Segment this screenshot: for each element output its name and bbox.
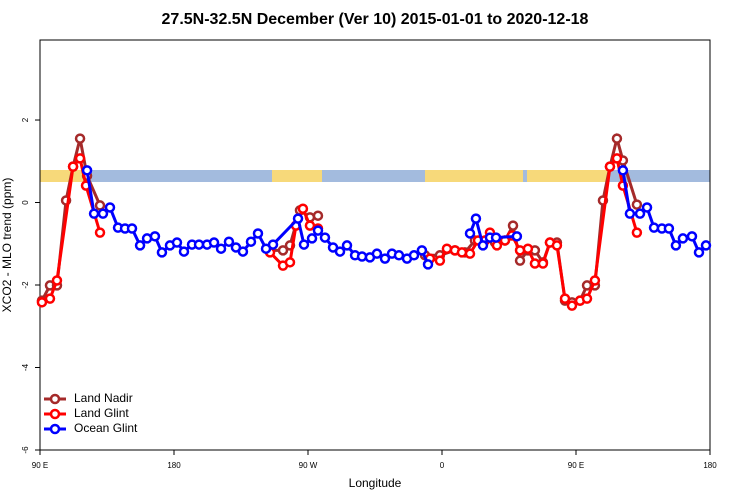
data-point xyxy=(611,133,623,144)
map-strip xyxy=(40,170,710,182)
data-point xyxy=(297,203,309,214)
y-tick-label: -6 xyxy=(21,446,30,454)
data-point xyxy=(617,165,629,176)
x-tick-label: 90 E xyxy=(32,461,48,470)
data-point xyxy=(334,246,346,257)
data-point xyxy=(215,243,227,254)
data-point xyxy=(312,225,324,236)
data-point xyxy=(693,247,705,258)
data-point xyxy=(416,245,428,256)
data-point xyxy=(88,208,100,219)
data-point xyxy=(408,250,420,261)
x-tick-label: 180 xyxy=(167,461,181,470)
data-point xyxy=(522,243,534,254)
data-point xyxy=(686,231,698,242)
chart-title: 27.5N-32.5N December (Ver 10) 2015-01-01… xyxy=(162,11,589,28)
legend-label: Land Nadir xyxy=(74,391,133,405)
data-point xyxy=(464,248,476,259)
data-point xyxy=(306,233,318,244)
data-point xyxy=(267,239,279,250)
data-point xyxy=(490,232,502,243)
y-axis-label: XCO2 - MLO trend (ppm) xyxy=(0,178,14,313)
data-point xyxy=(514,255,526,266)
data-point xyxy=(156,247,168,258)
data-point xyxy=(292,213,304,224)
data-point xyxy=(670,240,682,251)
data-point xyxy=(126,223,138,234)
legend-marker xyxy=(49,408,61,420)
data-point xyxy=(611,153,623,164)
data-point xyxy=(559,293,571,304)
data-point xyxy=(470,213,482,224)
data-point xyxy=(237,246,249,257)
y-tick-label: -2 xyxy=(21,281,30,289)
x-axis-label: Longitude xyxy=(349,476,402,490)
data-point xyxy=(94,200,106,211)
data-point xyxy=(700,240,712,251)
x-tick-label: 180 xyxy=(703,461,717,470)
data-point xyxy=(74,153,86,164)
legend-marker xyxy=(49,393,61,405)
data-point xyxy=(252,228,264,239)
data-point xyxy=(393,250,405,261)
data-point xyxy=(298,239,310,250)
data-point xyxy=(634,208,646,219)
data-point xyxy=(74,133,86,144)
data-point xyxy=(51,275,63,286)
data-point xyxy=(641,202,653,213)
series-line xyxy=(40,132,639,304)
data-point xyxy=(319,232,331,243)
data-point xyxy=(341,240,353,251)
data-point xyxy=(422,259,434,270)
data-point xyxy=(677,233,689,244)
data-point xyxy=(104,202,116,213)
data-point xyxy=(277,245,289,256)
data-point xyxy=(81,165,93,176)
data-point xyxy=(178,246,190,257)
data-point xyxy=(456,247,468,258)
data-point xyxy=(97,208,109,219)
x-tick-label: 0 xyxy=(440,461,445,470)
data-point xyxy=(624,208,636,219)
data-point xyxy=(631,227,643,238)
data-point xyxy=(511,231,523,242)
data-point xyxy=(171,237,183,248)
data-point xyxy=(441,243,453,254)
y-tick-label: -4 xyxy=(21,363,30,371)
data-point xyxy=(604,161,616,172)
data-point xyxy=(537,258,549,269)
data-point xyxy=(149,231,161,242)
data-point xyxy=(464,228,476,239)
data-point xyxy=(631,199,643,210)
x-tick-label: 90 E xyxy=(568,461,584,470)
data-point xyxy=(663,223,675,234)
data-point xyxy=(551,240,563,251)
data-point xyxy=(589,275,601,286)
data-point xyxy=(566,300,578,311)
data-point xyxy=(36,297,48,308)
data-point xyxy=(371,248,383,259)
legend-label: Land Glint xyxy=(74,406,129,420)
data-point xyxy=(581,293,593,304)
legend-marker xyxy=(49,423,61,435)
x-tick-label: 90 W xyxy=(299,461,318,470)
data-point xyxy=(312,210,324,221)
data-point xyxy=(67,161,79,172)
data-point xyxy=(434,255,446,266)
data-point xyxy=(284,257,296,268)
data-point xyxy=(94,227,106,238)
y-tick-label: 0 xyxy=(21,200,30,205)
data-point xyxy=(507,220,519,231)
y-tick-label: 2 xyxy=(21,117,30,122)
legend-label: Ocean Glint xyxy=(74,421,138,435)
data-point xyxy=(379,253,391,264)
data-point xyxy=(134,240,146,251)
data-point xyxy=(44,293,56,304)
data-point xyxy=(208,237,220,248)
data-point xyxy=(223,236,235,247)
data-point xyxy=(477,240,489,251)
data-point xyxy=(245,236,257,247)
